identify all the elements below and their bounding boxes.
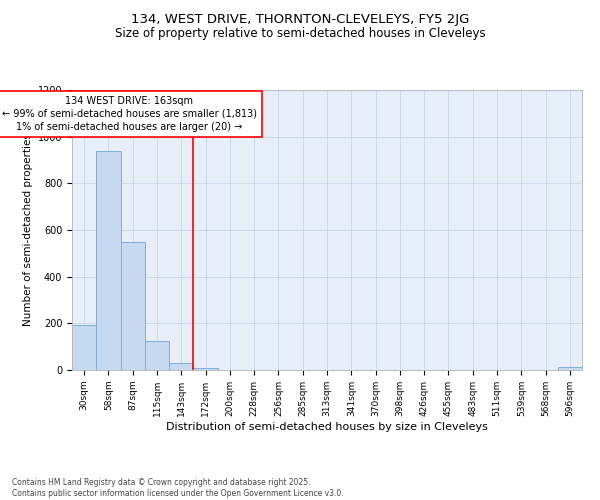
X-axis label: Distribution of semi-detached houses by size in Cleveleys: Distribution of semi-detached houses by … <box>166 422 488 432</box>
Text: Contains HM Land Registry data © Crown copyright and database right 2025.
Contai: Contains HM Land Registry data © Crown c… <box>12 478 344 498</box>
Text: 134, WEST DRIVE, THORNTON-CLEVELEYS, FY5 2JG: 134, WEST DRIVE, THORNTON-CLEVELEYS, FY5… <box>131 12 469 26</box>
Bar <box>169 363 193 370</box>
Bar <box>558 367 582 370</box>
Bar <box>96 150 121 370</box>
Text: 134 WEST DRIVE: 163sqm
← 99% of semi-detached houses are smaller (1,813)
1% of s: 134 WEST DRIVE: 163sqm ← 99% of semi-det… <box>2 96 257 132</box>
Bar <box>145 341 169 370</box>
Bar <box>121 242 145 370</box>
Y-axis label: Number of semi-detached properties: Number of semi-detached properties <box>23 134 34 326</box>
Text: Size of property relative to semi-detached houses in Cleveleys: Size of property relative to semi-detach… <box>115 28 485 40</box>
Bar <box>72 325 96 370</box>
Bar <box>193 368 218 370</box>
